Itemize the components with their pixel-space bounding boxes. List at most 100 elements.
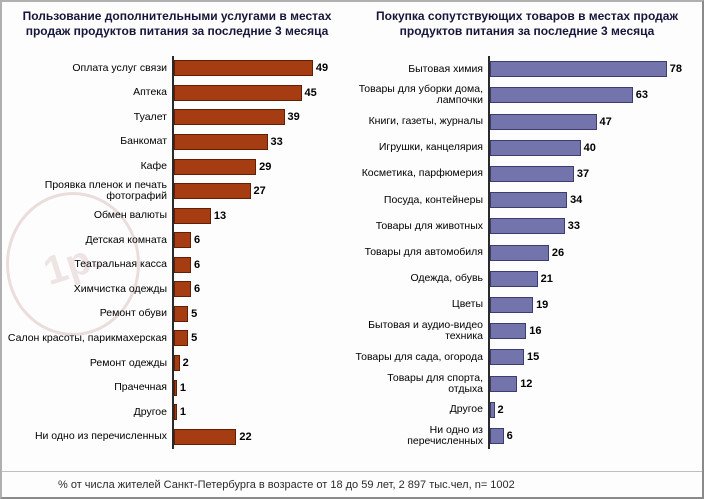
services-chart-rows: Оплата услуг связи 49 Аптека 45 Туалет 39 Банк… [2,56,352,449]
bar [174,183,251,200]
value-label: 2 [182,357,189,370]
bar-track: 40 [488,134,694,161]
bar-track: 27 [172,178,344,204]
bar [490,87,633,104]
bar-row: Химчистка одежды 6 [2,277,344,302]
value-label: 45 [304,86,317,99]
bar-row: Ни одно из перечисленных 22 [2,424,344,449]
value-label: 37 [576,167,590,180]
bar [174,428,237,445]
bar [174,330,189,347]
bar-row: Товары для автомобиля 26 [352,239,694,266]
category-label: Игрушки, канцелярия [378,141,483,154]
bar [174,207,211,224]
footnote-text: % от числа жителей Санкт-Петербурга в во… [58,478,515,491]
bar-row: Проявка пленок и печать фотографий 27 [2,178,344,204]
bar [174,133,268,150]
bar-row: Другое 2 [352,396,694,423]
bar-track: 6 [172,252,344,278]
value-label: 29 [259,160,272,173]
value-label: 63 [635,89,649,102]
bar-row: Театральная касса 6 [2,252,344,278]
bar-row: Бытовая и аудио-видео техника 16 [352,318,694,345]
bar [490,427,504,444]
value-label: 16 [529,325,542,338]
category-label: Ни одно из перечисленных [34,430,167,443]
bar [490,165,574,182]
bar [174,158,257,175]
value-label: 5 [191,307,198,320]
bar-row: Товары для спорта, отдыха 12 [352,370,694,397]
value-label: 12 [520,377,533,390]
value-label: 6 [194,258,201,271]
bar-track: 5 [172,326,344,351]
bar-row: Туалет 39 [2,105,344,130]
category-label: Товары для животных [375,219,483,232]
bar [174,305,189,322]
bar-row: Детская комната 6 [2,227,344,253]
bar [174,60,313,77]
footnote: % от числа жителей Санкт-Петербурга в во… [2,471,702,497]
value-label: 21 [540,272,553,285]
category-label: Оплата услуг связи [72,61,167,74]
value-label: 6 [194,283,201,296]
category-label: Бытовая химия [408,62,483,75]
bar-track: 15 [488,344,694,371]
bar [174,256,191,273]
bar-row: Бытовая химия 78 [352,56,694,83]
bar [490,296,534,313]
bar-track: 2 [488,396,694,423]
goods-chart-rows: Бытовая химия 78 Товары для уборки дома, л… [352,56,702,450]
value-label: 6 [194,234,201,247]
bar [490,375,518,392]
value-label: 5 [191,332,198,345]
category-label: Обмен валюты [93,209,167,222]
chart-title-services: Пользование дополнительными услугами в м… [22,9,332,38]
bar-row: Банкомат 33 [2,129,344,155]
bar-track: 19 [488,291,694,319]
value-label: 33 [270,135,283,148]
bar-track: 21 [488,265,694,292]
category-label: Посуда, контейнеры [383,193,483,206]
bar-track: 2 [172,350,344,376]
bar-row: Игрушки, канцелярия 40 [352,134,694,161]
bar-track: 6 [172,277,344,302]
bar [174,404,177,421]
bar-track: 78 [488,56,694,83]
services-bar-chart: Пользование дополнительными услугами в м… [2,7,352,449]
bar-track: 26 [488,239,694,266]
charts-area: Пользование дополнительными услугами в м… [2,2,702,450]
value-label: 15 [526,351,540,364]
bar [174,379,177,396]
bar-row: Посуда, контейнеры 34 [352,187,694,214]
category-label: Ни одно из перечисленных [407,423,483,447]
bar-track: 45 [172,80,344,106]
category-label: Товары для уборки дома, лампочки [358,83,483,107]
category-label: Химчистка одежды [73,282,167,295]
bar-track: 12 [488,370,694,397]
category-label: Детская комната [85,233,167,246]
value-label: 22 [239,430,252,443]
category-label: Ремонт обуви [99,307,167,320]
bar-track: 1 [172,375,344,400]
bar-track: 1 [172,399,344,425]
value-label: 6 [506,429,513,442]
category-label: Книги, газеты, журналы [368,115,483,127]
value-label: 49 [315,62,329,75]
value-label: 2 [497,403,504,416]
bar [490,323,527,340]
category-label: Банкомат [120,135,167,148]
category-label: Одежда, обувь [410,272,483,285]
category-label: Кафе [140,160,167,173]
bar [490,401,495,418]
value-label: 33 [567,220,581,233]
bar-row: Товары для уборки дома, лампочки 63 [352,82,694,109]
bar [174,281,191,298]
category-label: Театральная касса [74,258,167,271]
bar-row: Обмен валюты 13 [2,203,344,228]
bar-track: 39 [172,105,344,130]
value-label: 1 [179,381,186,394]
bar-row: Косметика, парфюмерия 37 [352,160,694,188]
bar-row: Кафе 29 [2,154,344,179]
bar [174,84,302,101]
